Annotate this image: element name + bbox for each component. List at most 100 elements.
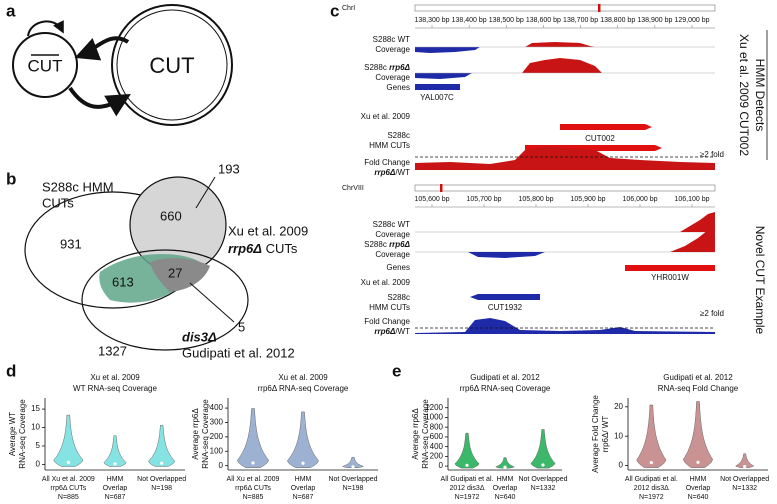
gene (415, 84, 460, 90)
median (503, 465, 507, 469)
y-axis-label: RNA-seq Coverage (18, 399, 27, 469)
scale-label: 105,700 bp (466, 196, 501, 203)
scale-label: 105,600 bp (414, 196, 449, 203)
violin (53, 414, 84, 467)
track-label: rrp6Δ/WT (374, 168, 410, 177)
leader (195, 176, 216, 209)
cut-label: CUT002 (585, 134, 615, 143)
y-axis-label: Average rrp6Δ (191, 408, 200, 460)
median (113, 462, 117, 466)
set-label: CUTs (266, 241, 298, 256)
coverage (415, 318, 715, 334)
track-label-italic: rrp6Δ (374, 327, 396, 336)
coverage (522, 58, 602, 73)
set-dis3 (81, 249, 249, 351)
count: 1327 (98, 343, 127, 358)
x-tick-label: Not Overlapped (328, 476, 377, 483)
x-tick-label: N=687 (105, 494, 126, 501)
count: 613 (112, 274, 134, 289)
track-label: S288c (364, 63, 387, 72)
scale-label: 106,000 bp (622, 196, 657, 203)
track-label: Coverage (375, 45, 410, 54)
plot-title: Gudipati et al. 2012 (470, 373, 540, 382)
track-label: Xu et al. 2009 (361, 112, 411, 121)
x-tick-label: Not Overlapped (720, 476, 769, 483)
count: 5 (238, 319, 245, 334)
x-tick-label: All Xu et al. 2009 (227, 476, 280, 483)
x-tick-label: N=1332 (531, 485, 556, 492)
violin (341, 456, 365, 468)
circle-large (111, 4, 233, 126)
coverage (525, 42, 595, 47)
self-arrow (27, 20, 64, 37)
track-label: /WT (395, 168, 410, 177)
y-axis-label: RNA-seq Coverage (201, 399, 210, 469)
scale-label: 138,900 bp (637, 17, 672, 24)
panel-label: e (392, 361, 401, 380)
plot-title: RNA-seq Fold Change (658, 384, 739, 393)
x-tick-label: HMM (107, 476, 124, 483)
track-label-italic: rrp6Δ (374, 168, 396, 177)
median (696, 460, 700, 464)
side-label: Novel CUT Example (753, 226, 767, 335)
y-tick-label: 0 (439, 461, 444, 470)
violin (286, 411, 320, 468)
violin (683, 401, 713, 468)
x-tick-label: N=198 (343, 485, 364, 492)
y-tick-label: 200 (430, 451, 444, 460)
gene-label: YAL007C (420, 93, 454, 102)
set-label: dis3Δ (182, 329, 217, 344)
gene-label: YHR001W (651, 273, 689, 282)
y-tick-label: 1000 (425, 413, 443, 422)
x-tick-label: rrp6Δ CUTs (50, 485, 86, 492)
ideogram-marker (440, 184, 443, 192)
cut-arrow (560, 124, 652, 130)
median (649, 460, 653, 465)
scale-label: 138,500 bp (489, 17, 524, 24)
set-label: S288c HMM (42, 179, 114, 194)
track-label: S288c rrp6Δ (364, 63, 410, 72)
x-tick-label: N=1972 (455, 494, 480, 501)
y-axis-label: Average rrp6Δ (411, 408, 420, 460)
x-tick-label: N=640 (495, 494, 516, 501)
median (541, 463, 545, 467)
median (743, 464, 747, 469)
x-tick-label: Overlap (493, 485, 518, 492)
coverage (680, 212, 715, 232)
side-label: HMM Detects (753, 59, 767, 132)
y-axis-label: RNA-seq Coverage (421, 399, 430, 469)
y-tick-label: 15 (31, 404, 40, 413)
circle-small (12, 32, 78, 98)
plot-title: Gudipati et al. 2012 (663, 373, 733, 382)
plot-title: rrp6Δ RNA-seq Coverage (460, 384, 551, 393)
set-label: CUTs (42, 195, 74, 210)
threshold-label: ≥2 fold (700, 150, 724, 159)
track-label-italic: rrp6Δ (389, 240, 411, 249)
scale-label: 138,800 bp (600, 17, 635, 24)
side-label: Xu et al. 2009 CUT002 (737, 34, 751, 156)
x-tick-label: Overlap (291, 485, 316, 492)
violin (237, 408, 269, 468)
browsers: ChrI 138,300 bp 138,400 bp 138,500 bp 138,60… (342, 4, 768, 336)
track-label: HMM CUTs (369, 303, 410, 312)
panel-label: c (330, 1, 339, 20)
ideogram-marker (598, 4, 601, 12)
y-tick-label: 0 (219, 461, 224, 470)
plot-title: rrp6Δ RNA-seq Coverage (258, 384, 349, 393)
y-axis-label: Average Fold Change (591, 395, 600, 473)
scale-label: 138,300 bp (414, 17, 449, 24)
x-tick-label: N=1332 (732, 485, 757, 492)
track-label: Coverage (375, 73, 410, 82)
median (301, 461, 305, 465)
track-label: Xu et al. 2009 (361, 278, 411, 287)
y-axis-label: rrp6Δ/ WT (601, 416, 610, 453)
threshold-label: ≥2 fold (700, 309, 724, 318)
median (351, 465, 355, 469)
scale-label: 105,900 bp (570, 196, 605, 203)
y-tick-label: 0 (36, 460, 41, 469)
y-tick-label: 300 (210, 418, 224, 427)
track-label: S288c WT (373, 220, 410, 229)
large-label: CUT (149, 53, 194, 78)
x-tick-label: Not Overlapped (518, 476, 567, 483)
